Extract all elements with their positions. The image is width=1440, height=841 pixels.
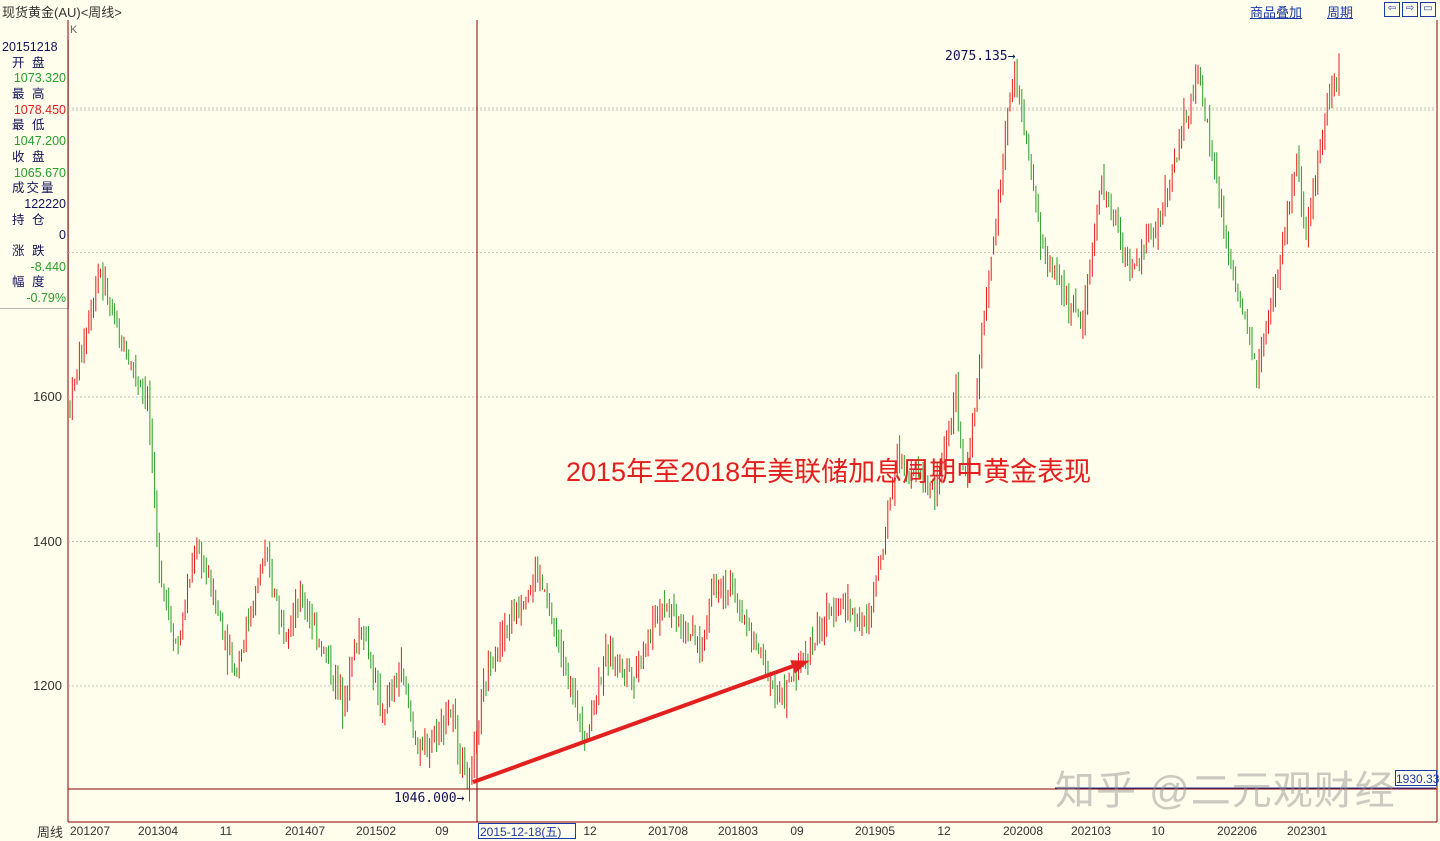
quote-value: 0 <box>59 228 66 243</box>
x-tick-label: 10 <box>1151 824 1165 838</box>
overlay-button[interactable]: 商品叠加 <box>1250 5 1303 20</box>
trend-arrow-line <box>472 661 801 785</box>
x-axis-label: 周线 <box>37 825 64 840</box>
quote-label: 最 低 <box>12 118 47 133</box>
quote-value: 1047.200 <box>13 134 66 149</box>
arrow-right-icon[interactable]: ⇨ <box>1402 2 1418 17</box>
quote-label: 最 高 <box>12 87 47 102</box>
quote-label: 持 仓 <box>12 212 47 227</box>
quote-label: 幅 度 <box>12 275 47 290</box>
quote-panel: 20151218 开 盘 1073.320 最 高 1078.450 最 低 1047.2… <box>0 40 69 309</box>
quote-label: 开 盘 <box>12 55 47 70</box>
window-icon[interactable]: ▭ <box>1420 2 1436 17</box>
chart-annotation: 2015年至2018年美联储加息周期中黄金表现 <box>566 457 1092 487</box>
x-tick-label: 202008 <box>1002 824 1044 838</box>
x-tick-label: 09 <box>790 824 804 838</box>
arrow-left-icon[interactable]: ⇦ <box>1384 2 1400 17</box>
chart-toolbar: 现货黄金(AU)<周线> 商品叠加 周期 ⇦ ⇨ ▭ <box>0 0 1440 20</box>
y-tick-label: 1400 <box>33 533 62 549</box>
x-tick-label: 202103 <box>1070 824 1112 838</box>
x-tick-label: 201803 <box>717 824 759 838</box>
period-button[interactable]: 周期 <box>1327 5 1354 20</box>
quote-value: 1073.320 <box>13 71 66 86</box>
quote-value: 122220 <box>24 196 66 211</box>
trend-arrow-head <box>790 660 810 674</box>
y-tick-label: 1600 <box>33 389 62 404</box>
x-tick-label: 12 <box>937 824 951 838</box>
quote-date: 20151218 <box>2 40 58 54</box>
x-tick-label: 201502 <box>355 824 397 838</box>
x-tick-label: 201207 <box>69 824 111 838</box>
x-tick-label: 201304 <box>137 824 179 838</box>
y-tick-label: 1200 <box>33 678 62 693</box>
quote-label: 成交量 <box>12 181 56 196</box>
low-marker: 1046.000→ <box>394 791 465 806</box>
high-marker: 2075.135→ <box>945 49 1016 64</box>
quote-value: 1065.670 <box>13 165 66 180</box>
x-tick-label: 202206 <box>1216 824 1258 838</box>
x-tick-label: 201905 <box>854 824 896 838</box>
quote-value: 1078.450 <box>13 102 66 117</box>
x-tick-label: 201407 <box>284 824 326 838</box>
watermark: 知乎 @二元观财经 <box>1055 769 1396 813</box>
chart-title: 现货黄金(AU)<周线> <box>2 5 122 20</box>
x-tick-label: 09 <box>435 824 449 838</box>
quote-value: -8.440 <box>30 259 66 274</box>
quote-value: -0.79% <box>26 291 66 305</box>
quote-label: 收 盘 <box>12 149 47 164</box>
cursor-date-box: 2015-12-18(五) <box>478 823 576 839</box>
last-price-box: 1930.330 <box>1395 770 1440 786</box>
x-tick-label: 12 <box>583 824 597 838</box>
x-tick-label: 11 <box>219 824 233 838</box>
k-label: K <box>70 24 78 36</box>
x-tick-label: 201708 <box>647 824 689 838</box>
quote-label: 涨 跌 <box>12 243 47 258</box>
nav-buttons: ⇦ ⇨ ▭ <box>1384 2 1436 17</box>
x-tick-label: 202301 <box>1286 824 1328 838</box>
